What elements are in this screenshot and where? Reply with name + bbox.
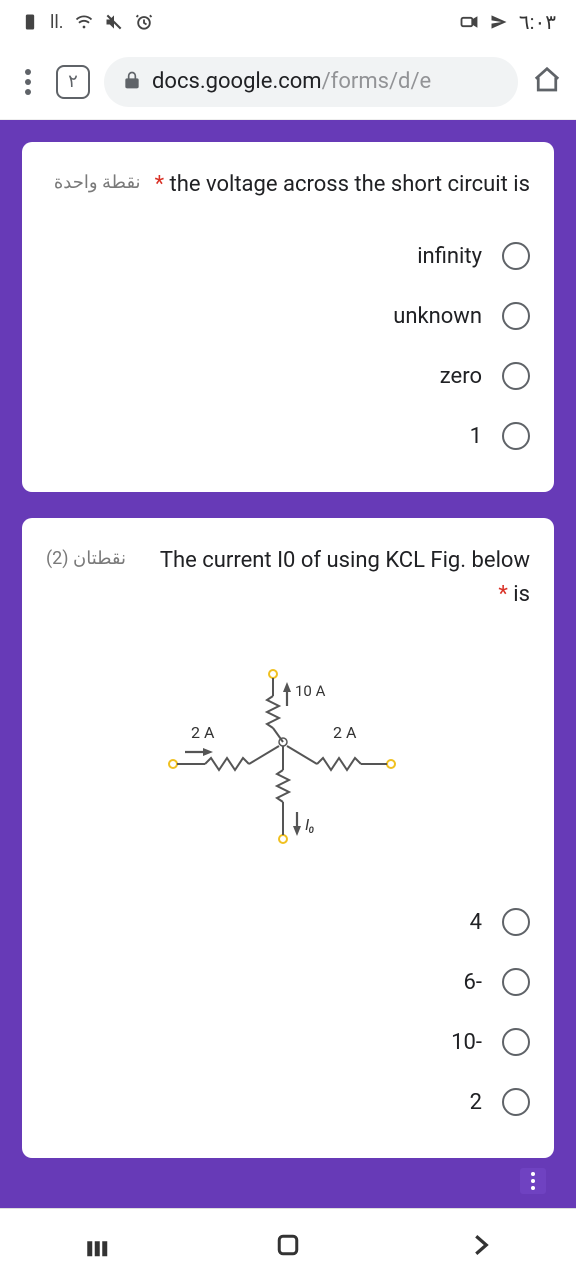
question-card-2: The current I0 of using KCL Fig. below i…: [22, 518, 554, 1158]
q1-option-unknown[interactable]: unknown: [46, 286, 530, 346]
radio-icon: [502, 1088, 530, 1116]
browser-url-bar: ٢ docs.google.com/forms/d/e: [0, 44, 576, 120]
system-nav-bar: [0, 1208, 576, 1280]
radio-icon: [502, 908, 530, 936]
q1-points: نقطة واحدة: [54, 172, 141, 193]
wifi-icon: [74, 12, 94, 32]
option-label: 4: [470, 910, 482, 935]
status-left: ll.: [20, 12, 154, 33]
nav-home-button[interactable]: [248, 1221, 328, 1269]
home-button[interactable]: [532, 65, 562, 99]
radio-icon: [502, 968, 530, 996]
sim-icon: [20, 12, 40, 32]
q2-option-neg10[interactable]: -10: [46, 1012, 530, 1072]
q1-options: infinity unknown zero 1: [46, 226, 530, 466]
status-time: ٦:٠٣: [519, 10, 556, 34]
form-more-button[interactable]: [520, 1168, 546, 1194]
q2-options: 4 -6 -10 2: [46, 892, 530, 1132]
q1-title: the voltage across the short circuit is …: [155, 168, 530, 202]
tab-count-label: ٢: [68, 71, 78, 92]
option-label: -6: [464, 970, 482, 995]
q2-option-4[interactable]: 4: [46, 892, 530, 952]
q2-points: نقطتان (2): [46, 548, 126, 569]
fig-left-label: 2 A: [191, 723, 215, 742]
fig-bottom-label: I₀: [305, 815, 315, 834]
option-label: 2: [470, 1090, 482, 1115]
nav-back-button[interactable]: [440, 1221, 520, 1269]
fig-top-label: 10 A: [295, 682, 326, 700]
status-right: ٦:٠٣: [459, 10, 556, 34]
url-path: /forms/d/e: [322, 69, 432, 94]
fig-right-label: 2 A: [333, 723, 357, 742]
radio-icon: [502, 1028, 530, 1056]
q2-option-2[interactable]: 2: [46, 1072, 530, 1132]
camera-icon: [459, 12, 479, 32]
mute-icon: [104, 12, 124, 32]
q2-option-neg6[interactable]: -6: [46, 952, 530, 1012]
radio-icon: [502, 362, 530, 390]
alarm-icon: [134, 12, 154, 32]
option-label: unknown: [393, 304, 482, 329]
form-content: the voltage across the short circuit is …: [0, 120, 576, 1208]
radio-icon: [502, 242, 530, 270]
question-card-1: the voltage across the short circuit is …: [22, 142, 554, 492]
status-bar: ll. ٦:٠٣: [0, 0, 576, 44]
address-bar[interactable]: docs.google.com/forms/d/e: [104, 57, 518, 107]
q1-option-zero[interactable]: zero: [46, 346, 530, 406]
url-host: docs.google.com: [152, 69, 322, 94]
option-label: 1: [470, 424, 482, 449]
send-icon: [489, 12, 509, 32]
recent-apps-button[interactable]: [56, 1221, 136, 1269]
q2-title-text: The current I0 of using KCL Fig. below i…: [160, 548, 530, 607]
radio-icon: [502, 302, 530, 330]
option-label: -10: [451, 1030, 482, 1055]
more-menu-button[interactable]: [14, 69, 42, 95]
carrier-text: ll.: [50, 12, 64, 33]
radio-icon: [502, 422, 530, 450]
q1-option-infinity[interactable]: infinity: [46, 226, 530, 286]
q2-figure: 10 A 2 A 2 A: [46, 612, 530, 868]
q1-title-text: the voltage across the short circuit is: [170, 172, 530, 197]
required-star: *: [498, 582, 507, 607]
lock-icon: [122, 70, 142, 94]
q2-title: The current I0 of using KCL Fig. below i…: [140, 544, 530, 612]
tab-count-button[interactable]: ٢: [56, 65, 90, 99]
option-label: zero: [440, 364, 482, 389]
q1-option-1[interactable]: 1: [46, 406, 530, 466]
required-star: *: [155, 172, 164, 197]
url-text: docs.google.com/forms/d/e: [152, 69, 431, 94]
option-label: infinity: [417, 244, 482, 269]
